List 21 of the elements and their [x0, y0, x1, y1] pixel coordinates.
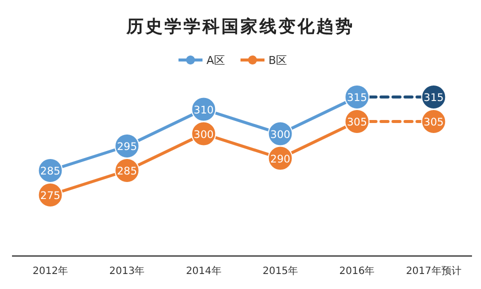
data-label: 310 — [194, 104, 214, 116]
x-tick-label: 2012年 — [32, 265, 68, 277]
data-label: 285 — [116, 166, 138, 178]
data-label: 300 — [270, 128, 290, 141]
x-tick-label: 2016年 — [339, 265, 375, 277]
x-tick-label: 2013年 — [109, 265, 145, 277]
data-label: 275 — [40, 190, 60, 202]
x-tick-label: 2015年 — [262, 265, 298, 277]
data-label: 290 — [270, 153, 290, 166]
legend-label: B区 — [268, 54, 288, 67]
data-label: 295 — [116, 141, 138, 153]
chart-title: 历史学学科国家线变化趋势 — [126, 17, 354, 37]
data-label: 315 — [346, 92, 368, 104]
x-tick-label: 2017年预计 — [406, 265, 462, 277]
data-label: 285 — [40, 166, 60, 178]
data-label: 315 — [424, 92, 444, 104]
legend-label: A区 — [206, 54, 226, 67]
data-label: 300 — [194, 128, 214, 141]
data-label: 305 — [424, 116, 444, 128]
x-tick-label: 2014年 — [186, 265, 222, 277]
data-label: 305 — [346, 116, 368, 128]
